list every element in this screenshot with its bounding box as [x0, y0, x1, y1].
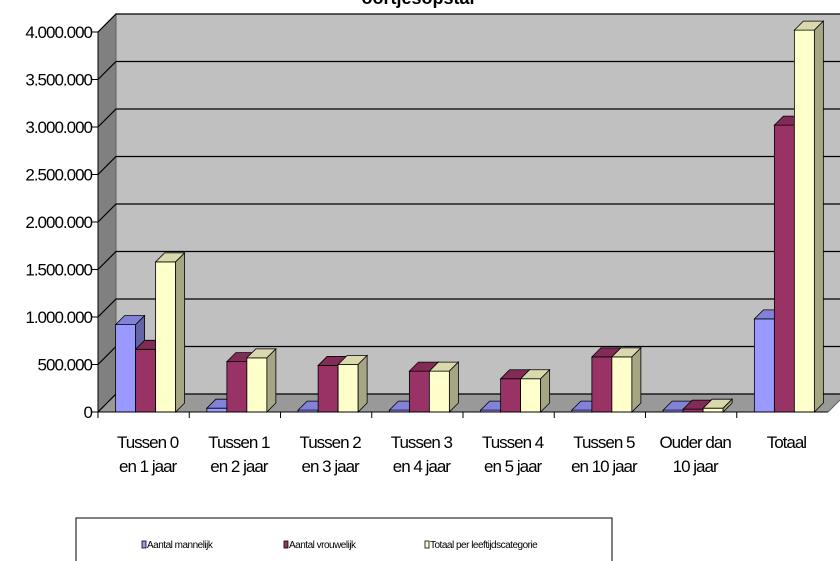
- bar-2-2: [337, 354, 369, 413]
- x-axis: Tussen 0 en 1 jaar Tussen 1 en 2 jaar Tussen…: [97, 411, 828, 476]
- x-tick-label: Ouder dan: [659, 433, 731, 452]
- x-tick-label: en 5 jaar: [484, 457, 542, 476]
- gridline: [97, 203, 840, 223]
- y-tick-label: 0: [84, 403, 93, 422]
- x-tick-label: en 2 jaar: [210, 457, 268, 476]
- bar-2-0: [154, 251, 186, 413]
- bar-2-1: [245, 347, 277, 413]
- x-tick-label: en 1 jaar: [119, 457, 177, 476]
- bar-2-3: [428, 361, 460, 413]
- legend-box: [75, 517, 613, 561]
- y-tick-label: 2.500.000: [25, 166, 92, 185]
- y-tick-label: 2.000.000: [25, 213, 92, 232]
- x-tick-label: Tussen 1: [208, 433, 270, 452]
- legend: Aantal mannelijk Aantal vrouwelijk Totaal …: [75, 517, 613, 561]
- y-tick-label: 4.000.000: [25, 23, 92, 42]
- x-tick-label: Tussen 2: [299, 433, 361, 452]
- gridline: [97, 108, 840, 128]
- chart-title: oortjesopstal: [361, 0, 474, 8]
- plot-area: [96, 12, 840, 414]
- gridline: [97, 13, 840, 33]
- x-tick-label: en 4 jaar: [393, 457, 451, 476]
- bar-2-7: [793, 20, 825, 413]
- legend-item-2: Totaal per leeftijdscategorie: [424, 540, 539, 551]
- gridline: [97, 60, 840, 80]
- legend-swatch: [424, 540, 430, 549]
- legend-label: Aantal vrouwelijk: [289, 540, 357, 551]
- gridline: [97, 298, 840, 318]
- gridlines: [97, 13, 840, 413]
- gridline: [97, 155, 840, 175]
- y-tick-label: 3.000.000: [25, 118, 92, 137]
- x-tick-label: Tussen 4: [482, 433, 544, 452]
- legend-swatch: [141, 540, 147, 549]
- gridline: [97, 250, 840, 270]
- legend-item-0: Aantal mannelijk: [141, 540, 214, 551]
- y-tick-label: 1.500.000: [25, 261, 92, 280]
- bar-2-4: [519, 368, 551, 413]
- y-tick-label: 500.000: [38, 356, 93, 375]
- x-tick-label: Tussen 0: [117, 433, 179, 452]
- bar-2-6: [702, 398, 734, 413]
- y-tick-label: 1.000.000: [25, 308, 92, 327]
- legend-label: Totaal per leeftijdscategorie: [430, 540, 538, 551]
- y-axis: 0 500.000 1.000.000 1.500.000 2.000.000 2.500…: [25, 23, 99, 422]
- x-tick-label: 10 jaar: [673, 457, 719, 476]
- legend-label: Aantal mannelijk: [147, 540, 214, 551]
- x-tick-label: en 10 jaar: [571, 457, 638, 476]
- x-tick-label: en 3 jaar: [302, 457, 360, 476]
- legend-item-1: Aantal vrouwelijk: [283, 540, 358, 551]
- x-tick-label: Totaal: [767, 433, 807, 452]
- x-tick-label: Tussen 5: [573, 433, 635, 452]
- bar-2-5: [610, 346, 642, 413]
- legend-swatch: [283, 540, 289, 549]
- x-tick-label: Tussen 3: [391, 433, 453, 452]
- y-tick-label: 3.500.000: [25, 71, 92, 90]
